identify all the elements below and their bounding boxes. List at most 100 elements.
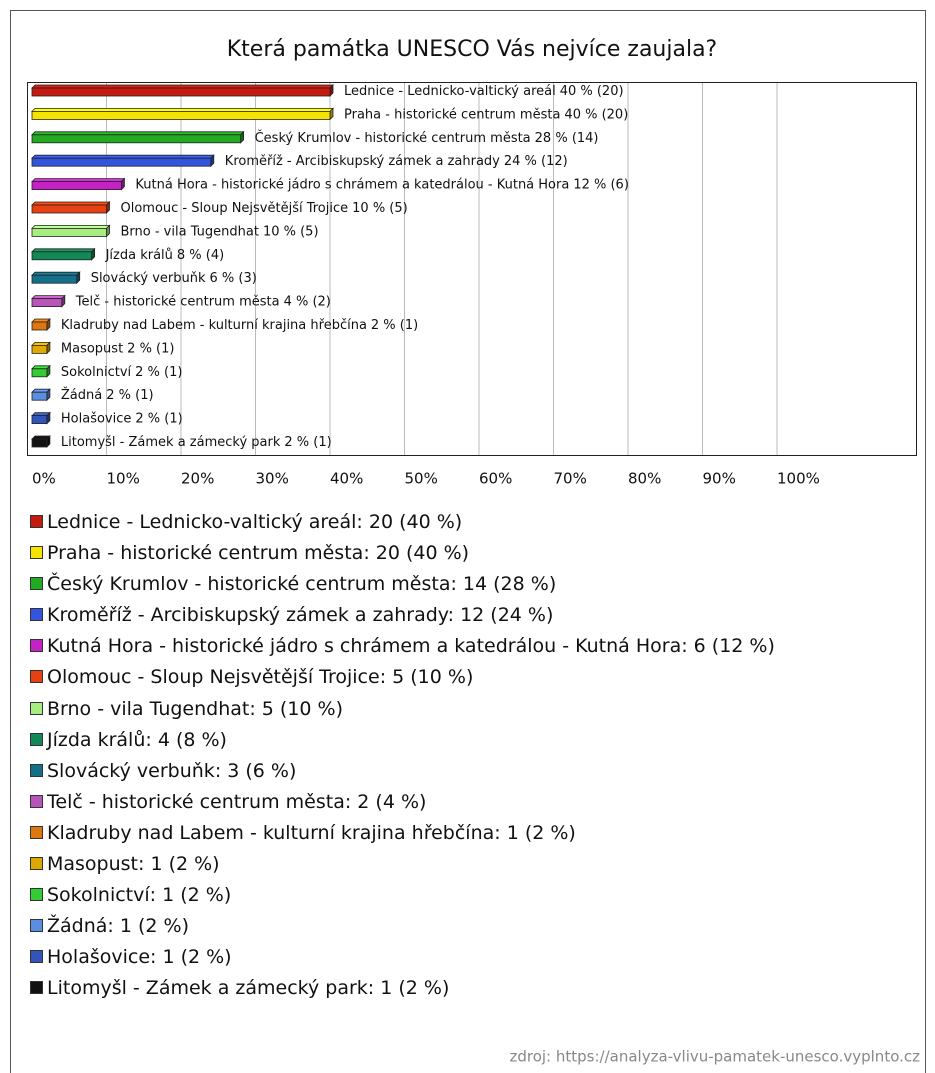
x-tick-label: 10% [107,470,140,488]
value-label: 6 % (3) [210,271,257,286]
x-tick-label: 100% [777,470,820,488]
legend-swatch [30,888,43,902]
legend-item: Kutná Hora - historické jádro s chrámem … [30,631,915,662]
value-label: 2 % (1) [106,388,153,403]
legend-value: : 1 (2 %) [494,821,576,844]
legend-swatch [30,577,43,591]
legend-name: Kladruby nad Labem - kulturní krajina hř… [47,821,495,844]
bar-front [31,415,48,425]
legend-item: Litomyšl - Zámek a zámecký park: 1 (2 %) [30,973,915,1004]
value-label: 2 % (1) [371,318,418,333]
legend-item: Praha - historické centrum města: 20 (40… [30,538,915,569]
bar-top [31,108,334,112]
bar [31,318,51,331]
x-tick-label: 0% [32,470,56,488]
bar-label: Sokolnictví 2 % (1) [61,364,183,379]
bar-front [31,391,48,401]
legend-name: Slovácký verbuňk [47,759,215,782]
bar-label: Žádná 2 % (1) [61,387,154,403]
bar-front [31,181,122,191]
bar-label-name: Brno - vila Tugendhat [121,224,259,239]
legend-swatch [30,825,43,839]
bar-top [31,154,215,159]
bar-label: Kladruby nad Labem - kulturní krajina hř… [61,318,418,333]
bar-label: Český Krumlov - historické centrum města… [255,129,599,145]
bar-front [31,368,48,378]
legend-name: Olomouc - Sloup Nejsvětější Trojice [47,666,380,689]
legend-swatch [30,515,43,528]
legend-item: Český Krumlov - historické centrum města… [30,569,915,600]
bar-top [31,248,96,253]
bar-front [31,111,331,120]
bar-front [31,227,107,237]
legend-name: Kutná Hora - historické jádro s chrámem … [47,635,682,658]
x-tick-label: 50% [405,470,438,488]
plot-frame [27,82,917,456]
bar-front [31,298,63,308]
legend-swatch [30,919,43,933]
bar [31,130,245,144]
legend-name: Holašovice [47,946,151,969]
bar-label-name: Slovácký verbuňk [91,271,206,286]
bar-top [31,224,111,229]
bar-label-name: Sokolnictví [61,364,132,379]
bar [31,341,51,355]
legend-value: : 5 (10 %) [379,666,474,689]
bar-label-name: Žádná [61,387,102,403]
legend-name: Žádná [47,915,108,938]
bar [31,201,111,214]
bar-top [31,84,334,89]
bar-top [31,178,126,183]
value-label: 2 % (1) [135,411,182,426]
x-tick-label: 30% [256,470,289,488]
legend-value: : 4 (8 %) [145,728,227,751]
value-label: 10 % (5) [263,224,319,239]
bar-label: Kroměříž - Arcibiskupský zámek a zahrady… [225,154,568,169]
x-tick-label: 70% [554,470,587,488]
bar-front [31,87,331,97]
bar-front [31,344,48,354]
bar-label-name: Litomyšl - Zámek a zámecký park [61,435,281,450]
legend-value: : 20 (40 %) [363,542,470,565]
legend-swatch [30,546,43,560]
bar-label: Olomouc - Sloup Nejsvětější Trojice 10 % … [121,201,408,216]
legend-name: Litomyšl - Zámek a zámecký park [47,977,368,1000]
bar-label: Slovácký verbuňk 6 % (3) [91,271,257,286]
x-tick-label: 80% [628,470,661,488]
legend-swatch [30,608,43,622]
bar [31,411,51,425]
frame [10,10,926,1073]
value-label: 10 % (5) [352,201,408,216]
legend-name: Kroměříž - Arcibiskupský zámek a zahrady [47,604,448,627]
legend-swatch [30,701,43,715]
bar-top [31,271,81,276]
bar-label-name: Praha - historické centrum města [344,107,560,122]
legend-item: Lednice - Lednicko-valtický areál: 20 (4… [30,507,915,538]
bar-label: Brno - vila Tugendhat 10 % (5) [121,224,319,239]
legend-value: : 1 (2 %) [150,946,232,969]
bar [31,364,51,378]
bar-label: Litomyšl - Zámek a zámecký park 2 % (1) [61,435,332,450]
legend-swatch [30,763,43,777]
bar-front [31,204,107,214]
value-label: 2 % (1) [127,341,174,356]
bar-label-name: Kutná Hora - historické jádro s chrámem … [135,177,569,192]
legend-item: Jízda králů: 4 (8 %) [30,725,915,756]
chart-title: Která památka UNESCO Vás nejvíce zaujala… [227,37,717,62]
legend-swatch [30,639,43,653]
bar [31,294,66,308]
legend-swatch [30,794,43,808]
legend-value: : 2 (4 %) [344,790,427,813]
bar [31,177,126,191]
bar [31,154,215,168]
legend-name: Jízda králů [47,728,146,751]
bar-label-name: Masopust [61,341,123,356]
bar-label: Telč - historické centrum města 4 % (2) [75,294,331,309]
value-label: 40 % (20) [560,84,624,99]
legend: Lednice - Lednicko-valtický areál: 20 (4… [30,507,915,1005]
legend-item: Olomouc - Sloup Nejsvětější Trojice: 5 (… [30,662,915,693]
legend-item: Sokolnictví: 1 (2 %) [30,880,915,911]
bar-top [31,131,245,136]
bar-label-name: Holašovice [61,411,131,426]
